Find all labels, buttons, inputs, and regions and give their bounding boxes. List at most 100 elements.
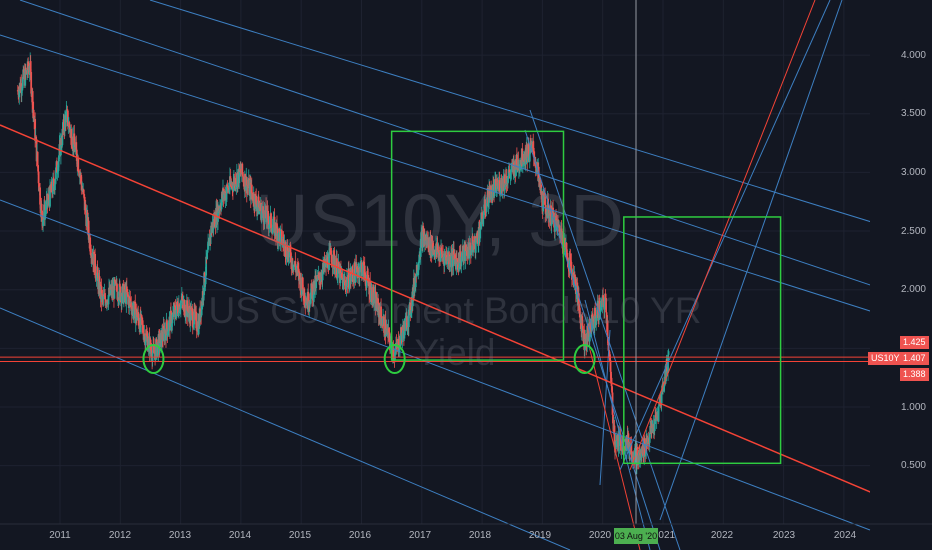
candle-body (35, 136, 38, 140)
candle-body (184, 315, 187, 317)
candle-body (94, 272, 97, 278)
highlight-box[interactable] (623, 216, 782, 465)
candle-body (25, 70, 28, 74)
candle-body (21, 88, 24, 91)
candle-body (32, 109, 35, 116)
candle-body (256, 207, 259, 212)
channel-line[interactable] (19, 0, 931, 306)
candle-body (535, 166, 538, 173)
candle-body (586, 325, 589, 339)
candle-body (594, 307, 597, 316)
candle-body (307, 308, 310, 310)
candle-body (514, 161, 517, 177)
candle-body (416, 270, 419, 274)
candle-body (378, 310, 381, 316)
candle-body (55, 167, 57, 180)
candle-body (246, 185, 249, 194)
lower-level-badge: 1.388 (900, 368, 929, 381)
candle-body (507, 176, 509, 184)
candle-body (262, 213, 265, 223)
candle-body (644, 453, 647, 456)
candle-body (587, 333, 590, 339)
watermark-symbol: US10Y, 3D (255, 179, 625, 262)
candle-body (74, 146, 77, 152)
circled-low-marker[interactable] (383, 344, 406, 374)
candle-body (583, 329, 586, 351)
rising-trend-line[interactable] (659, 0, 843, 521)
candle-body (214, 226, 217, 228)
candle-body (636, 448, 639, 450)
candle-body (281, 230, 283, 246)
highlight-box[interactable] (390, 130, 565, 361)
candle-body (38, 183, 41, 192)
candle-body (96, 267, 99, 276)
candle-body (251, 193, 254, 201)
candle-body (317, 275, 320, 277)
circled-low-marker[interactable] (573, 344, 596, 374)
candle-body (591, 314, 594, 318)
candle-body (589, 321, 592, 330)
candle-body (207, 241, 210, 250)
candle-body (349, 270, 352, 281)
steep-trend-line[interactable] (599, 329, 611, 486)
price-tick: 1.000 (900, 402, 926, 413)
candle-body (232, 183, 235, 191)
channel-line[interactable] (149, 0, 931, 241)
candle-body (336, 277, 339, 279)
candle-body (54, 183, 56, 190)
channel-line[interactable] (0, 199, 871, 531)
candle-body (484, 199, 487, 212)
candle-body (462, 249, 465, 261)
channel-line[interactable] (0, 34, 931, 331)
candle-body (555, 215, 557, 221)
circled-low-marker[interactable] (142, 344, 165, 374)
candle-body (164, 330, 167, 334)
candle-body (66, 110, 69, 127)
candle-body (119, 286, 122, 301)
rising-trend-line[interactable] (619, 0, 831, 471)
candle-body (373, 292, 376, 300)
red-steep-line[interactable] (589, 349, 641, 550)
steep-trend-line[interactable] (524, 129, 661, 550)
candle-body (404, 316, 407, 319)
candle-body (262, 206, 265, 214)
main-trend-line[interactable] (0, 124, 932, 519)
candle-body (560, 228, 563, 240)
candle-body (56, 161, 58, 173)
candle-body (261, 209, 264, 212)
candle-body (377, 298, 380, 304)
candle-body (359, 263, 362, 273)
candle-body (487, 202, 490, 206)
candle-body (79, 173, 82, 177)
candle-body (144, 341, 147, 346)
candle-body (229, 176, 232, 185)
channel-line[interactable] (0, 307, 571, 550)
candle-body (44, 209, 47, 211)
candle-body (179, 301, 182, 309)
rising-trend-line[interactable] (629, 0, 816, 471)
candle-body (129, 298, 132, 304)
candle-body (95, 272, 98, 281)
steep-trend-line[interactable] (529, 109, 681, 550)
candle-body (83, 196, 86, 211)
candle-body (609, 357, 611, 361)
steep-trend-line[interactable] (584, 299, 651, 550)
candle-body (188, 306, 191, 314)
candle-body (127, 296, 130, 298)
candle-body (159, 342, 161, 348)
candle-body (551, 214, 553, 225)
candle-body (369, 298, 372, 300)
candle-body (472, 243, 475, 253)
candle-body (238, 165, 241, 171)
candle-body (592, 318, 595, 329)
candle-body (140, 315, 143, 325)
candle-body (142, 325, 145, 334)
candle-body (71, 146, 74, 148)
candle-body (121, 285, 124, 297)
candle-body (97, 278, 100, 290)
candle-body (222, 188, 225, 198)
candle-body (337, 268, 339, 278)
candle-body (316, 275, 319, 281)
